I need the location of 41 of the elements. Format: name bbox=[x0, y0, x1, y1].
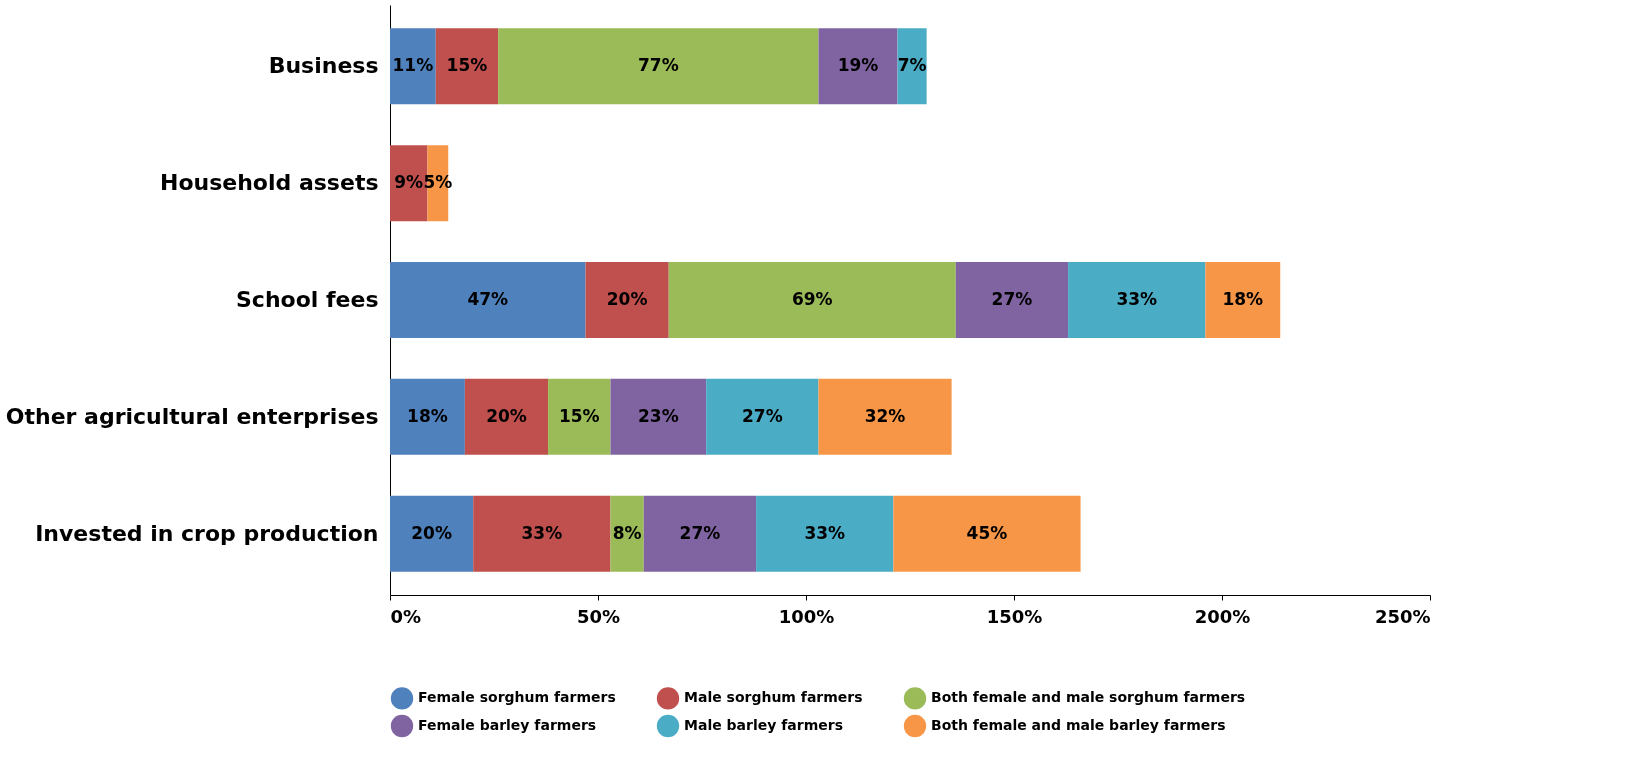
x-tick-label: 0% bbox=[390, 605, 422, 627]
x-tick-label: 50% bbox=[576, 605, 621, 627]
data-label: 15% bbox=[558, 405, 600, 426]
legend-label: Female barley farmers bbox=[418, 717, 597, 733]
y-tick-label: School fees bbox=[236, 287, 379, 312]
data-label: 20% bbox=[411, 522, 452, 543]
data-label: 33% bbox=[804, 522, 846, 543]
data-label: 9% bbox=[394, 172, 424, 193]
legend-label: Female sorghum farmers bbox=[418, 689, 616, 706]
x-tick-label: 200% bbox=[1194, 605, 1251, 627]
data-label: 20% bbox=[486, 405, 527, 426]
x-tick-label: 100% bbox=[778, 605, 835, 627]
data-label: 18% bbox=[1222, 289, 1264, 309]
data-label: 77% bbox=[637, 55, 679, 76]
data-label: 27% bbox=[679, 522, 721, 543]
legend-label: Male sorghum farmers bbox=[684, 689, 863, 706]
data-label: 32% bbox=[864, 405, 906, 426]
y-tick-label: Other agricultural enterprises bbox=[5, 403, 379, 429]
data-label: 7% bbox=[897, 55, 927, 76]
data-label: 11% bbox=[392, 55, 434, 76]
legend-label: Male barley farmers bbox=[684, 717, 843, 733]
data-label: 27% bbox=[991, 289, 1033, 309]
legend-label: Both female and male sorghum farmers bbox=[931, 689, 1246, 706]
data-label: 33% bbox=[521, 522, 563, 543]
x-tick-label: 150% bbox=[986, 605, 1043, 627]
data-label: 18% bbox=[407, 405, 448, 426]
data-label: 8% bbox=[612, 522, 642, 543]
data-label: 19% bbox=[837, 55, 879, 76]
data-label: 15% bbox=[446, 55, 488, 76]
data-label: 27% bbox=[741, 405, 783, 426]
legend-label: Both female and male barley farmers bbox=[931, 717, 1226, 733]
data-label: 45% bbox=[966, 522, 1008, 543]
data-label: 69% bbox=[791, 289, 833, 309]
data-label: 23% bbox=[637, 405, 679, 426]
y-tick-label: Business bbox=[268, 53, 379, 79]
data-label: 33% bbox=[1116, 289, 1158, 309]
x-tick-label: 250% bbox=[1374, 605, 1431, 627]
y-tick-label: Household assets bbox=[160, 170, 379, 196]
data-label: 47% bbox=[467, 289, 509, 309]
data-label: 20% bbox=[606, 289, 648, 309]
y-tick-label: Invested in crop production bbox=[35, 520, 379, 546]
